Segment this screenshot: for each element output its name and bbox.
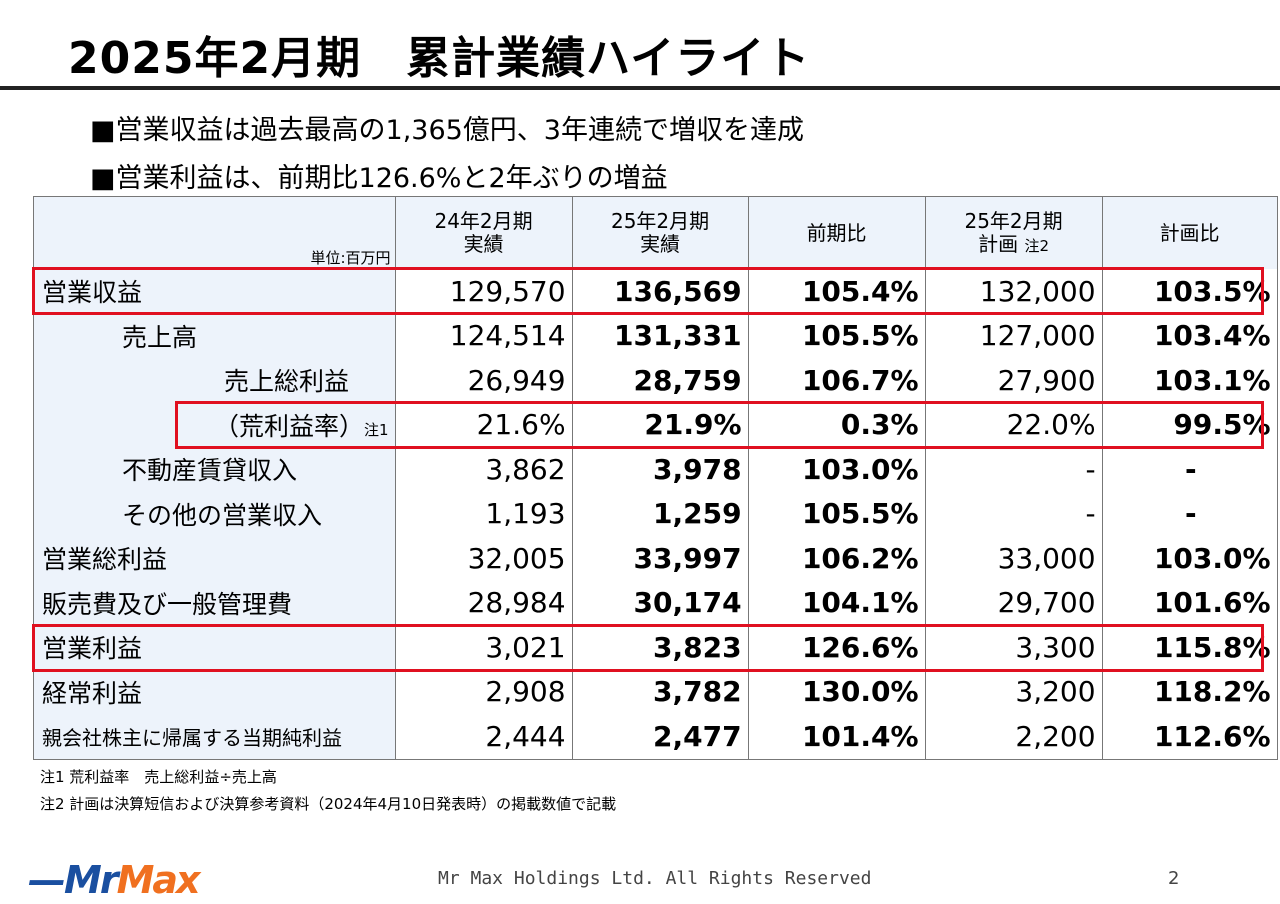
row-label: 不動産賃貸収入 <box>33 447 396 492</box>
table-row: 売上高 124,514 131,331 105.5% 127,000 103.4% <box>33 313 1278 358</box>
table-row: （荒利益率）注1 21.6% 21.9% 0.3% 22.0% 99.5% <box>33 402 1278 447</box>
copyright: Mr Max Holdings Ltd. All Rights Reserved <box>438 868 872 889</box>
value-cell: 2,477 <box>571 714 749 760</box>
row-label: 営業収益 <box>33 269 396 314</box>
row-label: 親会社株主に帰属する当期純利益 <box>33 714 396 760</box>
value-cell: 132,000 <box>924 269 1103 314</box>
row-label: 営業総利益 <box>33 536 396 581</box>
value-cell: 129,570 <box>394 269 573 314</box>
value-cell: 103.5% <box>1101 269 1278 314</box>
header-prev-actual: 24年2月期 実績 <box>394 196 573 269</box>
value-cell: 106.2% <box>747 536 926 581</box>
row-label: 営業利益 <box>33 625 396 670</box>
value-cell: 101.4% <box>747 714 926 760</box>
table-row: 売上総利益 26,949 28,759 106.7% 27,900 103.1% <box>33 358 1278 403</box>
value-cell: 105.5% <box>747 491 926 536</box>
table-header: 単位:百万円 24年2月期 実績 25年2月期 実績 前期比 25年2月期 計画 注2… <box>33 196 1278 269</box>
row-label: 売上高 <box>33 313 396 358</box>
value-cell: 3,300 <box>924 625 1103 670</box>
value-cell: 103.0% <box>1101 536 1278 581</box>
value-cell: 1,259 <box>571 491 749 536</box>
value-cell: 28,984 <box>394 580 573 625</box>
table-row: 販売費及び一般管理費 28,984 30,174 104.1% 29,700 101.6% <box>33 580 1278 625</box>
value-cell: 105.5% <box>747 313 926 358</box>
value-cell: 101.6% <box>1101 580 1278 625</box>
value-cell: - <box>924 491 1103 536</box>
table-row: 営業収益 129,570 136,569 105.4% 132,000 103.5% <box>33 269 1278 314</box>
table-row: 親会社株主に帰属する当期純利益 2,444 2,477 101.4% 2,200 112.… <box>33 714 1278 760</box>
value-cell: - <box>1101 447 1278 492</box>
value-cell: 3,978 <box>571 447 749 492</box>
bullet-2: ■営業利益は、前期比126.6%と2年ぶりの増益 <box>90 163 668 194</box>
value-cell: 99.5% <box>1101 402 1278 447</box>
row-label: 販売費及び一般管理費 <box>33 580 396 625</box>
value-cell: 30,174 <box>571 580 749 625</box>
table-row: 経常利益 2,908 3,782 130.0% 3,200 118.2% <box>33 669 1278 714</box>
value-cell: 103.4% <box>1101 313 1278 358</box>
value-cell: 118.2% <box>1101 669 1278 714</box>
value-cell: 21.9% <box>571 402 749 447</box>
mrmax-logo: —MrMax <box>28 858 201 902</box>
value-cell: 103.0% <box>747 447 926 492</box>
row-label: 売上総利益 <box>33 358 396 403</box>
value-cell: 130.0% <box>747 669 926 714</box>
value-cell: 29,700 <box>924 580 1103 625</box>
page-title: 2025年2月期 累計業績ハイライト <box>68 33 811 84</box>
title-divider <box>0 86 1280 90</box>
note-1: 注1 荒利益率 売上総利益÷売上高 <box>40 768 277 786</box>
value-cell: 22.0% <box>924 402 1103 447</box>
value-cell: 103.1% <box>1101 358 1278 403</box>
value-cell: 136,569 <box>571 269 749 314</box>
value-cell: 3,823 <box>571 625 749 670</box>
note-2: 注2 計画は決算短信および決算参考資料（2024年4月10日発表時）の掲載数値で… <box>40 795 617 813</box>
value-cell: 26,949 <box>394 358 573 403</box>
value-cell: - <box>924 447 1103 492</box>
table-row: 営業利益 3,021 3,823 126.6% 3,300 115.8% <box>33 625 1278 670</box>
value-cell: 3,782 <box>571 669 749 714</box>
row-label: （荒利益率）注1 <box>33 402 396 447</box>
table-row: その他の営業収入 1,193 1,259 105.5% - - <box>33 491 1278 536</box>
value-cell: 126.6% <box>747 625 926 670</box>
unit-cell: 単位:百万円 <box>33 196 396 269</box>
header-curr-actual: 25年2月期 実績 <box>571 196 749 269</box>
value-cell: 1,193 <box>394 491 573 536</box>
value-cell: 115.8% <box>1101 625 1278 670</box>
value-cell: 27,900 <box>924 358 1103 403</box>
value-cell: 3,200 <box>924 669 1103 714</box>
bullet-1: ■営業収益は過去最高の1,365億円、3年連続で増収を達成 <box>90 115 804 146</box>
unit-label: 単位:百万円 <box>310 248 391 267</box>
value-cell: 106.7% <box>747 358 926 403</box>
value-cell: 127,000 <box>924 313 1103 358</box>
row-label: その他の営業収入 <box>33 491 396 536</box>
value-cell: 104.1% <box>747 580 926 625</box>
value-cell: 2,444 <box>394 714 573 760</box>
value-cell: 3,021 <box>394 625 573 670</box>
value-cell: 32,005 <box>394 536 573 581</box>
header-yoy: 前期比 <box>747 196 926 269</box>
value-cell: 33,000 <box>924 536 1103 581</box>
value-cell: 33,997 <box>571 536 749 581</box>
value-cell: 0.3% <box>747 402 926 447</box>
row-label: 経常利益 <box>33 669 396 714</box>
value-cell: 28,759 <box>571 358 749 403</box>
value-cell: 3,862 <box>394 447 573 492</box>
value-cell: 21.6% <box>394 402 573 447</box>
results-table: 単位:百万円 24年2月期 実績 25年2月期 実績 前期比 25年2月期 計画 注2… <box>33 196 1278 760</box>
value-cell: 131,331 <box>571 313 749 358</box>
header-vs-plan: 計画比 <box>1101 196 1278 269</box>
value-cell: - <box>1101 491 1278 536</box>
value-cell: 2,200 <box>924 714 1103 760</box>
table-row: 営業総利益 32,005 33,997 106.2% 33,000 103.0% <box>33 536 1278 581</box>
header-plan: 25年2月期 計画 注2 <box>924 196 1103 269</box>
value-cell: 112.6% <box>1101 714 1278 760</box>
value-cell: 105.4% <box>747 269 926 314</box>
page-number: 2 <box>1168 868 1180 889</box>
value-cell: 2,908 <box>394 669 573 714</box>
value-cell: 124,514 <box>394 313 573 358</box>
table-row: 不動産賃貸収入 3,862 3,978 103.0% - - <box>33 447 1278 492</box>
